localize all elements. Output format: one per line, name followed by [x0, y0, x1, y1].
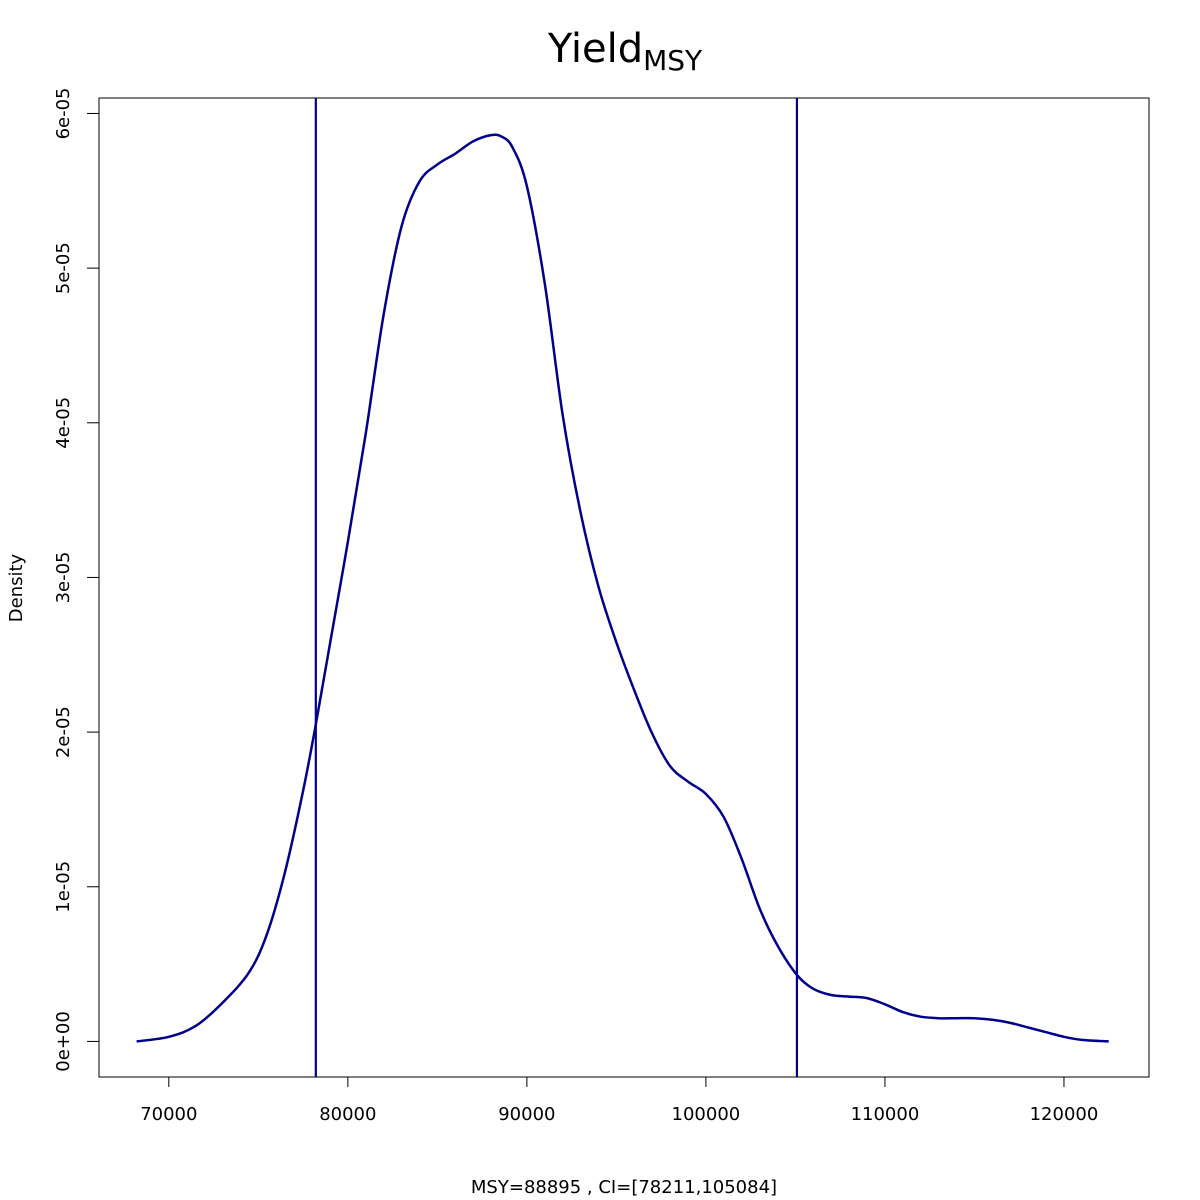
y-tick-label: 3e-05: [53, 551, 74, 603]
y-tick-label: 2e-05: [53, 706, 74, 758]
y-tick-label: 6e-05: [53, 87, 74, 139]
y-axis: 0e+00 1e-05 2e-05 3e-05 4e-05 5e-05 6e-05: [53, 87, 100, 1072]
ci-lines: [314, 98, 799, 1077]
x-tick-label: 120000: [1030, 1104, 1099, 1125]
x-tick-label: 80000: [319, 1104, 376, 1125]
x-axis-label: MSY=88895 , CI=[78211,105084]: [471, 1177, 777, 1198]
x-tick-label: 100000: [672, 1104, 741, 1125]
y-tick-label: 4e-05: [53, 397, 74, 449]
x-tick-label: 110000: [851, 1104, 920, 1125]
y-tick-label: 5e-05: [53, 242, 74, 294]
y-axis-label: Density: [6, 553, 27, 622]
x-tick-label: 90000: [498, 1104, 555, 1125]
chart-title: YieldMSY: [547, 26, 703, 77]
plot-frame: [98, 97, 1150, 1078]
chart-title-main: Yield: [547, 26, 643, 72]
x-axis: 70000 80000 90000 100000 110000 120000: [140, 1076, 1099, 1125]
y-tick-label: 0e+00: [53, 1011, 74, 1072]
density-curve: [136, 133, 1109, 1043]
y-tick-label: 1e-05: [53, 861, 74, 913]
x-tick-label: 70000: [140, 1104, 197, 1125]
chart-title-subscript: MSY: [643, 44, 703, 77]
